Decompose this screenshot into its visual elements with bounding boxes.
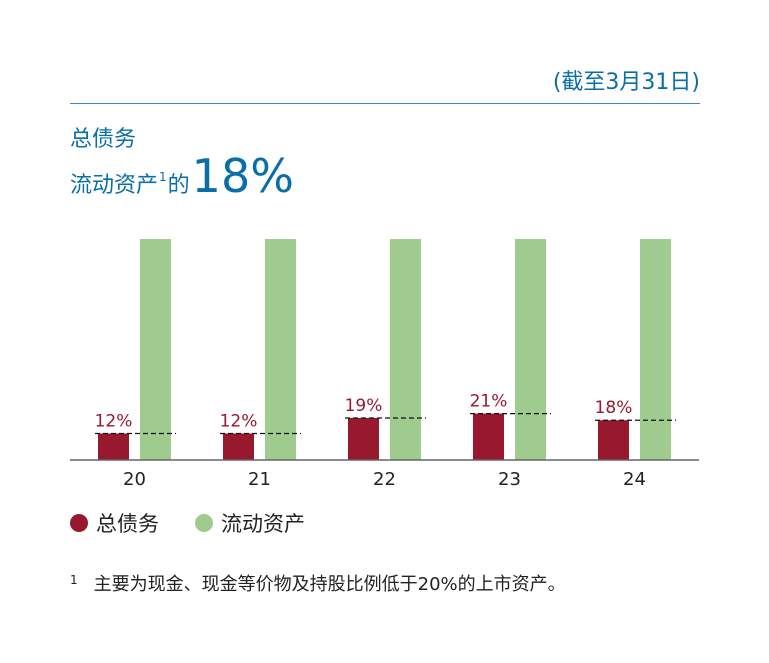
data-label-20: 12% xyxy=(95,411,133,431)
x-tick-label-23: 23 xyxy=(498,469,521,490)
bar-liquid-assets-24 xyxy=(640,239,671,460)
date-note: (截至3月31日) xyxy=(552,70,700,95)
x-tick-label-24: 24 xyxy=(623,469,646,490)
legend-label-debt: 总债务 xyxy=(96,512,159,536)
data-label-22: 19% xyxy=(345,396,383,416)
footnote-text: 主要为现金、现金等价物及持股比例低于20%的上市资产。 xyxy=(93,574,566,595)
bar-total-debt-22 xyxy=(348,418,379,460)
data-label-24: 18% xyxy=(595,398,633,418)
x-tick-label-20: 20 xyxy=(123,469,146,490)
legend-item-debt: 总债务 xyxy=(70,508,159,538)
legend-swatch-liquid xyxy=(195,514,213,532)
bar-total-debt-24 xyxy=(598,420,629,460)
x-tick-label-22: 22 xyxy=(373,469,396,490)
header-divider xyxy=(70,103,700,104)
data-label-21: 12% xyxy=(220,411,258,431)
title-liquid-assets: 流动资产 xyxy=(70,173,159,198)
legend-item-liquid: 流动资产 xyxy=(195,508,305,538)
title-footnote-mark: 1 xyxy=(159,170,167,184)
bar-total-debt-23 xyxy=(473,413,504,460)
legend-label-liquid: 流动资产 xyxy=(221,512,305,536)
footnote-mark: 1 xyxy=(70,573,78,587)
legend-swatch-debt xyxy=(70,514,88,532)
data-label-23: 21% xyxy=(470,392,508,412)
legend: 总债务 流动资产 xyxy=(70,508,341,538)
bar-liquid-assets-22 xyxy=(390,239,421,460)
bar-liquid-assets-20 xyxy=(140,239,171,460)
bar-total-debt-21 xyxy=(223,433,254,460)
title-total-debt: 总债务 xyxy=(70,127,137,152)
bar-total-debt-20 xyxy=(98,433,129,460)
footnote: 1 主要为现金、现金等价物及持股比例低于20%的上市资产。 xyxy=(70,570,566,596)
bar-liquid-assets-23 xyxy=(515,239,546,460)
bar-liquid-assets-21 xyxy=(265,239,296,460)
title-ratio-line: 流动资产 1 的 18% xyxy=(70,149,294,203)
title-ratio-value: 18% xyxy=(191,149,294,203)
title-of: 的 xyxy=(167,173,190,198)
x-tick-label-21: 21 xyxy=(248,469,271,490)
